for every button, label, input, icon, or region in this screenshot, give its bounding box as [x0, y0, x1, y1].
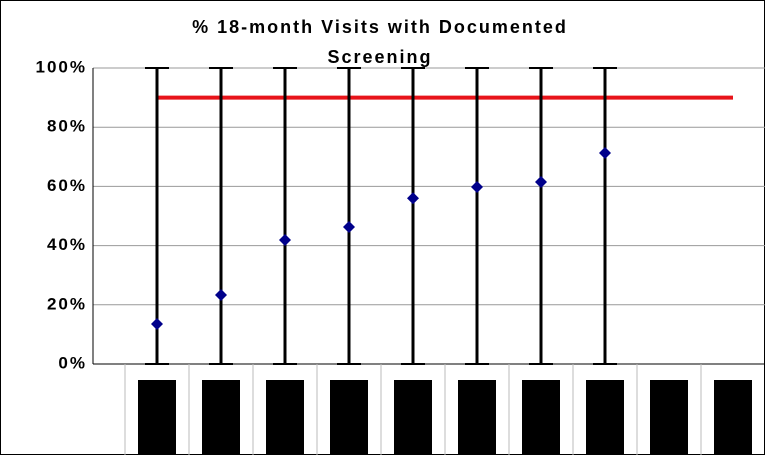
point	[151, 318, 163, 330]
point	[599, 147, 611, 159]
point	[471, 181, 483, 193]
y-tick-label: 60%	[47, 176, 87, 195]
point	[407, 192, 419, 204]
redacted-label	[714, 380, 752, 455]
y-tick-label: 20%	[47, 294, 87, 313]
point	[343, 221, 355, 233]
redacted-label	[138, 380, 176, 455]
chart-title: % 18-month Visits with Documented Screen…	[140, 12, 620, 72]
point	[215, 289, 227, 301]
y-tick-label: 100%	[36, 57, 87, 76]
redacted-label	[586, 380, 624, 455]
redacted-label	[522, 380, 560, 455]
page: 0% 20% 40% 60% 80% 100% % 18-month Visits wit…	[0, 0, 765, 455]
redacted-label	[266, 380, 304, 455]
y-tick-label: 80%	[47, 117, 87, 136]
redacted-label	[394, 380, 432, 455]
redacted-label	[458, 380, 496, 455]
y-tick-label: 40%	[47, 235, 87, 254]
redacted-label	[650, 380, 688, 455]
point	[279, 234, 291, 246]
redacted-label	[202, 380, 240, 455]
y-tick-label: 0%	[58, 353, 87, 372]
redacted-label	[330, 380, 368, 455]
